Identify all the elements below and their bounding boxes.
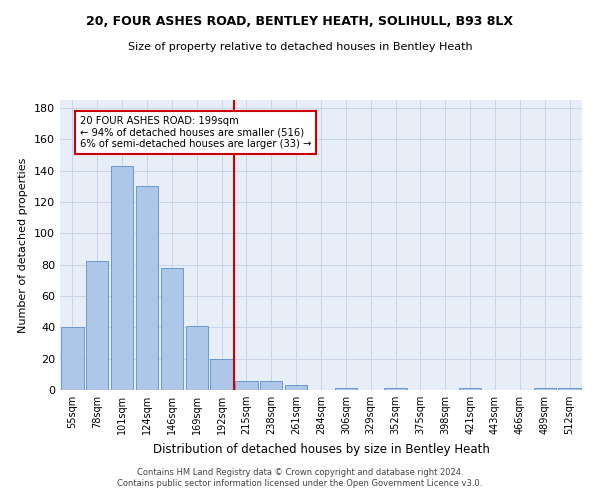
Bar xyxy=(86,262,109,390)
Text: Size of property relative to detached houses in Bentley Heath: Size of property relative to detached ho… xyxy=(128,42,472,52)
Bar xyxy=(533,388,556,390)
Bar xyxy=(211,358,233,390)
X-axis label: Distribution of detached houses by size in Bentley Heath: Distribution of detached houses by size … xyxy=(152,442,490,456)
Text: 20 FOUR ASHES ROAD: 199sqm
← 94% of detached houses are smaller (516)
6% of semi: 20 FOUR ASHES ROAD: 199sqm ← 94% of deta… xyxy=(80,116,311,149)
Text: 20, FOUR ASHES ROAD, BENTLEY HEATH, SOLIHULL, B93 8LX: 20, FOUR ASHES ROAD, BENTLEY HEATH, SOLI… xyxy=(86,15,514,28)
Bar xyxy=(335,388,357,390)
Bar xyxy=(260,380,283,390)
Bar xyxy=(111,166,133,390)
Bar xyxy=(161,268,183,390)
Y-axis label: Number of detached properties: Number of detached properties xyxy=(19,158,28,332)
Bar xyxy=(285,386,307,390)
Bar xyxy=(61,328,83,390)
Bar xyxy=(459,388,481,390)
Bar xyxy=(235,380,257,390)
Bar xyxy=(385,388,407,390)
Bar xyxy=(185,326,208,390)
Bar xyxy=(559,388,581,390)
Bar xyxy=(136,186,158,390)
Text: Contains HM Land Registry data © Crown copyright and database right 2024.
Contai: Contains HM Land Registry data © Crown c… xyxy=(118,468,482,487)
